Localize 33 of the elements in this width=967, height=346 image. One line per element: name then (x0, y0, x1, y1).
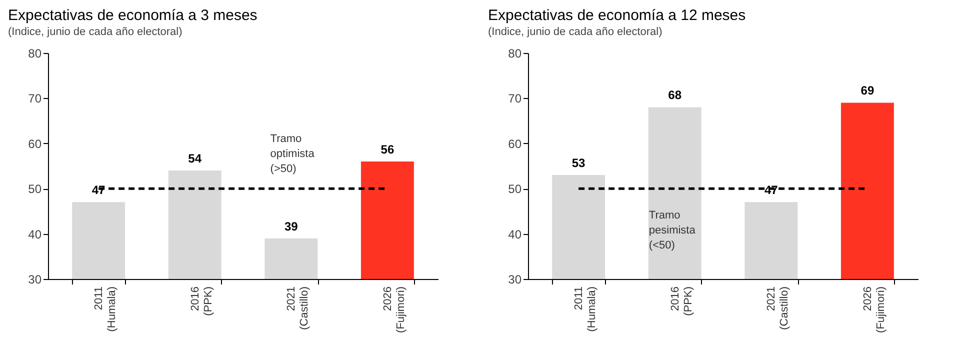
y-tick-label: 50 (508, 182, 522, 196)
chart-title: Expectativas de economía a 3 meses (8, 7, 258, 24)
x-tick-label: 2026 (Fujimori) (862, 286, 887, 333)
x-tick-label: 2021 (Castillo) (766, 286, 791, 330)
x-tick-label: 2011 (Humala) (93, 286, 118, 332)
y-tick-label: 70 (508, 92, 522, 106)
x-tick-label: 2026 (Fujimori) (382, 286, 407, 333)
data-label: 68 (668, 88, 682, 102)
data-label: 47 (764, 183, 778, 198)
data-label: 56 (380, 142, 394, 156)
y-tick-label: 50 (28, 182, 42, 196)
y-tick-label: 70 (28, 92, 42, 106)
y-tick-label: 80 (508, 46, 522, 60)
x-tick-label: 2016 (PPK) (669, 286, 694, 316)
annotation: Tramo optimista (>50) (270, 132, 316, 175)
x-tick-label: 2021 (Castillo) (286, 286, 311, 330)
data-label: 54 (188, 152, 202, 166)
chart-subtitle: (Indice, junio de cada año electoral) (488, 26, 662, 38)
data-label: 69 (860, 84, 874, 98)
y-tick-label: 40 (508, 227, 522, 242)
data-label: 53 (572, 156, 586, 170)
chart-title: Expectativas de economía a 12 meses (488, 7, 746, 24)
x-tick-label: 2016 (PPK) (189, 286, 214, 316)
y-tick-label: 30 (508, 272, 522, 286)
y-tick-label: 60 (508, 136, 522, 151)
x-tick-label: 2011 (Humala) (573, 286, 598, 332)
y-tick-label: 30 (28, 272, 42, 286)
y-tick-label: 40 (28, 227, 42, 242)
y-tick-label: 80 (28, 46, 42, 60)
data-label: 39 (284, 219, 298, 234)
chart-subtitle: (Indice, junio de cada año electoral) (8, 26, 182, 38)
annotation: Tramo pesimista (<50) (648, 210, 696, 252)
y-tick-label: 60 (28, 136, 42, 151)
